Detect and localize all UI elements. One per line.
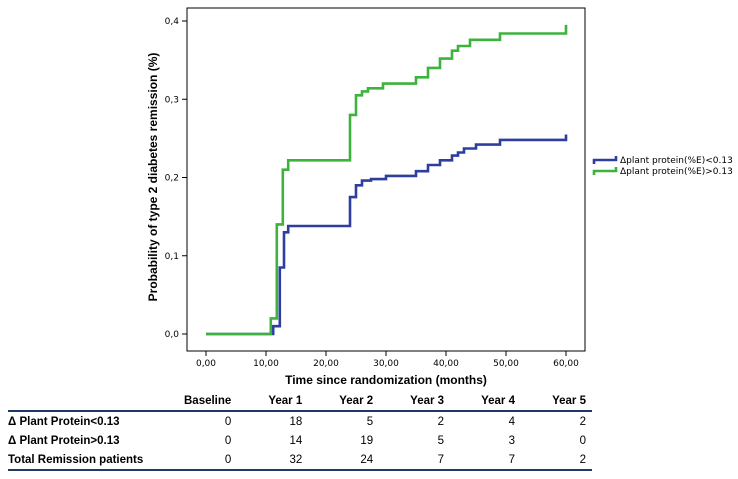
series-line-2 [206, 24, 568, 336]
legend-swatch-1 [592, 156, 618, 164]
table-cell: 5 [437, 434, 445, 447]
table-header-year1: Year 1 [268, 394, 303, 407]
table-cell: 32 [289, 453, 303, 466]
plot-area [206, 24, 568, 336]
x-tick-label: 50,00 [493, 359, 519, 369]
table-header-baseline: Baseline [184, 394, 232, 407]
table-cell: 5 [366, 415, 374, 428]
x-axis-title: Time since randomization (months) [285, 373, 487, 387]
row-label: Δ Plant Protein>0.13 [8, 434, 120, 447]
table-cell: 7 [437, 453, 445, 466]
y-tick-label: 0,4 [165, 17, 180, 27]
legend-label-2: Δplant protein(%E)>0.13 [620, 167, 733, 177]
table-cell: 14 [289, 434, 303, 447]
x-tick-label: 0,00 [196, 359, 216, 369]
series-line-1 [206, 134, 568, 336]
table-header-year2: Year 2 [339, 394, 374, 407]
x-tick-label: 60,00 [553, 359, 579, 369]
remission-table: Baseline Year 1 Year 2 Year 3 Year 4 Yea… [8, 393, 592, 471]
table-row: Total Remission patients 0 32 24 7 7 2 [8, 450, 592, 470]
table-row: Δ Plant Protein>0.13 0 14 19 5 3 0 [8, 431, 592, 450]
km-chart: 0,0 0,1 0,2 0,3 0,4 0,00 10,00 20,00 30,00 40,00 5… [146, 7, 733, 387]
table-header-year4: Year 4 [481, 394, 515, 407]
table-header-empty [8, 393, 163, 411]
table-header-year3: Year 3 [410, 394, 445, 407]
table-cell: 0 [224, 434, 232, 447]
row-label: Total Remission patients [8, 453, 144, 466]
table-cell: 0 [224, 415, 232, 428]
x-tick-label: 40,00 [433, 359, 459, 369]
table-cell: 2 [579, 453, 586, 466]
table-cell: 3 [508, 434, 515, 447]
table-cell: 0 [224, 453, 232, 466]
table-cell: 19 [360, 434, 374, 447]
legend-label-1: Δplant protein(%E)<0.13 [620, 156, 733, 166]
legend-swatch-2 [592, 167, 618, 175]
x-tick-label: 20,00 [313, 359, 339, 369]
y-tick-label: 0,0 [165, 330, 180, 340]
table-header-row: Baseline Year 1 Year 2 Year 3 Year 4 Yea… [8, 393, 592, 411]
x-tick-label: 10,00 [253, 359, 279, 369]
table-header-year5: Year 5 [552, 394, 586, 407]
table-cell: 7 [508, 453, 515, 466]
table-cell: 2 [579, 415, 586, 428]
table-cell: 2 [437, 415, 445, 428]
table-cell: 0 [579, 434, 586, 447]
y-tick-label: 0,1 [165, 252, 179, 262]
table-cell: 18 [289, 415, 303, 428]
y-axis-title: Probability of type 2 diabetes remission… [146, 53, 160, 302]
table-cell: 4 [508, 415, 515, 428]
axes: 0,0 0,1 0,2 0,3 0,4 0,00 10,00 20,00 30,00 40,00 5… [165, 7, 586, 369]
table-cell: 24 [360, 453, 374, 466]
row-label: Δ Plant Protein<0.13 [8, 415, 120, 428]
y-tick-label: 0,3 [165, 95, 179, 105]
table-row: Δ Plant Protein<0.13 0 18 5 2 4 2 [8, 411, 592, 431]
x-tick-label: 30,00 [373, 359, 399, 369]
y-tick-label: 0,2 [165, 174, 179, 184]
